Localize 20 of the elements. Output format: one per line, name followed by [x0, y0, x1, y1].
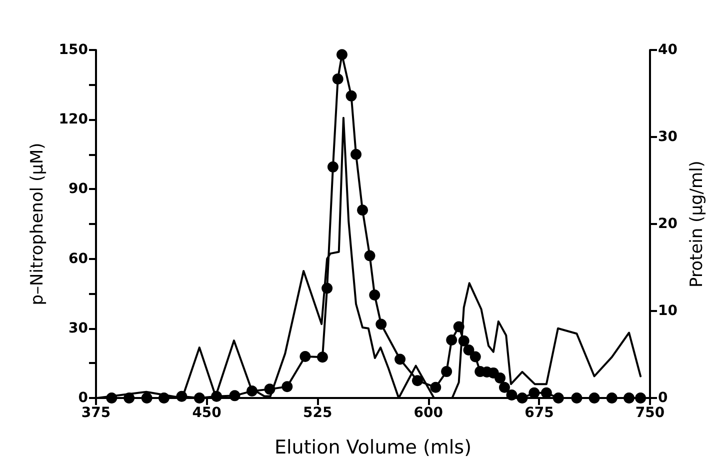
x-tick-label: 600	[414, 405, 444, 421]
y2-tick-label: 10	[658, 303, 678, 319]
x-tick-label: 525	[302, 405, 332, 421]
y-axis-title: p–Nitrophenol (μM)	[28, 142, 48, 306]
x-tick-label: 450	[192, 405, 222, 421]
y2-tick-label: 40	[658, 42, 678, 58]
x-tick-label: 375	[81, 405, 111, 421]
y-tick-label: 60	[68, 250, 88, 267]
y-tick-label: 90	[68, 181, 88, 198]
y-tick-label: 120	[58, 112, 88, 128]
y2-tick-label: 20	[658, 216, 678, 232]
y-tick-label: 0	[78, 390, 88, 406]
x-axis-title: Elution Volume (mls)	[274, 436, 472, 458]
y2-tick-label: 0	[658, 390, 668, 406]
y-tick-label: 150	[58, 42, 88, 58]
y2-axis-title: Protein (μg/ml)	[686, 160, 707, 288]
x-tick-label: 750	[635, 405, 665, 421]
y2-tick-label: 30	[658, 129, 678, 145]
x-tick-label: 675	[524, 405, 554, 421]
y-tick-label: 30	[68, 320, 88, 336]
